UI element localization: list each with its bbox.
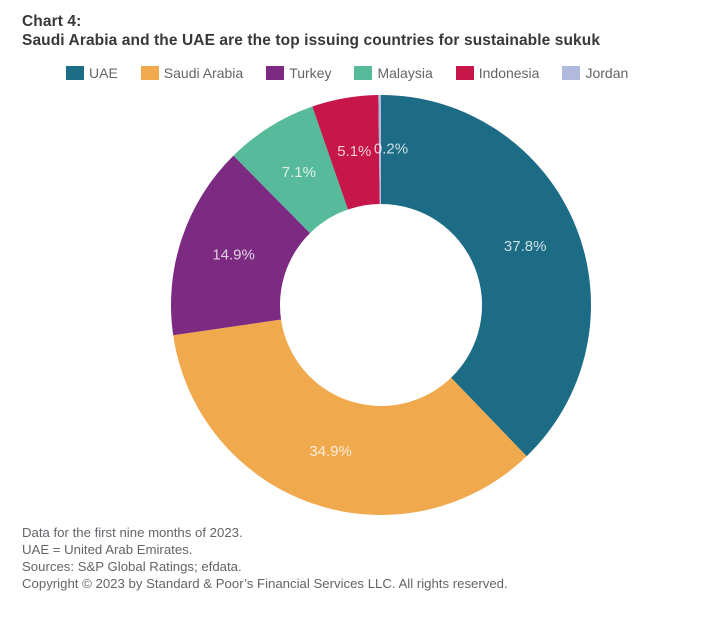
legend-item-uae: UAE <box>66 65 118 81</box>
donut-slice-saudi-arabia <box>173 319 527 515</box>
donut-slice-uae <box>381 95 591 457</box>
legend-swatch-saudi-arabia <box>140 66 159 80</box>
slice-label-indonesia: 5.1% <box>337 143 371 160</box>
slice-label-turkey: 14.9% <box>212 247 255 264</box>
donut-slice-malaysia <box>233 106 348 234</box>
legend-swatch-uae <box>66 66 84 80</box>
footnote-line: Sources: S&P Global Ratings; efdata. <box>22 559 242 574</box>
legend-swatch-indonesia <box>455 66 474 80</box>
donut-slice-turkey <box>171 155 311 336</box>
chart-title: Saudi Arabia and the UAE are the top iss… <box>22 32 601 49</box>
footnote-line: Copyright © 2023 by Standard & Poor’s Fi… <box>22 576 508 591</box>
slice-label-saudi-arabia: 34.9% <box>309 443 352 460</box>
legend-label-saudi-arabia: Saudi Arabia <box>163 65 244 81</box>
legend-label-indonesia: Indonesia <box>478 65 540 81</box>
donut-slice-jordan <box>378 95 381 205</box>
legend-item-indonesia: Indonesia <box>455 65 540 81</box>
footnote-line: Data for the first nine months of 2023. <box>22 525 243 540</box>
footnote-line: UAE = United Arab Emirates. <box>22 542 193 557</box>
chart-footnotes: Data for the first nine months of 2023. U… <box>22 524 508 592</box>
legend-label-malaysia: Malaysia <box>377 65 433 81</box>
donut-slice-indonesia <box>312 95 380 210</box>
legend-swatch-turkey <box>266 66 285 80</box>
legend-label-turkey: Turkey <box>289 65 332 81</box>
legend-item-jordan: Jordan <box>562 65 628 81</box>
chart-legend: UAE Saudi Arabia Turkey Malaysia Indonesia Jo… <box>66 65 628 81</box>
chart-number: Chart 4: <box>22 13 82 30</box>
legend-label-jordan: Jordan <box>585 65 629 81</box>
legend-label-uae: UAE <box>89 65 118 81</box>
slice-label-malaysia: 7.1% <box>282 164 316 181</box>
legend-swatch-jordan <box>562 66 581 80</box>
slice-label-jordan: 0.2% <box>374 140 408 157</box>
legend-swatch-malaysia <box>354 66 373 80</box>
legend-item-turkey: Turkey <box>266 65 331 81</box>
slice-label-uae: 37.8% <box>504 238 547 255</box>
legend-item-malaysia: Malaysia <box>354 65 433 81</box>
legend-item-saudi-arabia: Saudi Arabia <box>140 65 244 81</box>
